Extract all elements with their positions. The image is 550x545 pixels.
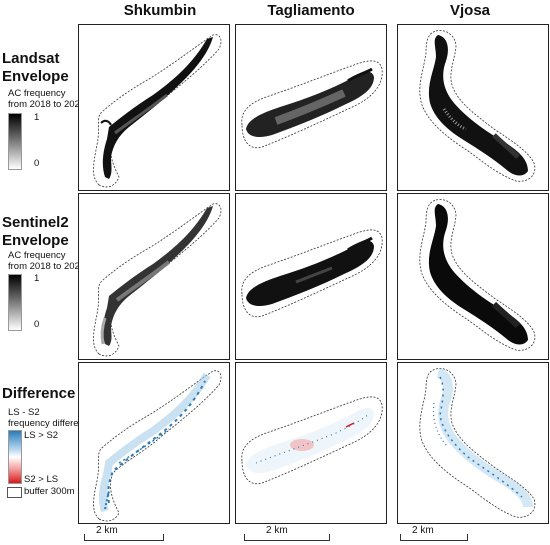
legend-buffer-swatch	[7, 487, 22, 498]
legend-sentinel-caption-line1: AC frequency	[8, 250, 66, 261]
column-title-tagliamento: Tagliamento	[267, 2, 355, 19]
column-title-shkumbin: Shkumbin	[123, 2, 197, 19]
row-title-sentinel-line2: Envelope	[2, 232, 69, 249]
legend-difference-caption: LS - S2 frequency difference	[8, 407, 94, 429]
row-title-difference: Difference	[2, 385, 76, 402]
legend-landsat-caption-line2: from 2018 to 2022	[8, 99, 86, 110]
scalebar-tagliamento	[244, 534, 330, 541]
legend-difference-caption-line1: LS - S2	[8, 407, 40, 418]
scalebar-label-tagliamento: 2 km	[266, 525, 288, 536]
map-landsat-tagliamento	[235, 24, 387, 191]
legend-landsat-colorbar	[8, 113, 22, 170]
map-difference-shkumbin	[78, 362, 230, 524]
scalebar-label-shkumbin: 2 km	[96, 525, 118, 536]
column-title-vjosa: Vjosa	[449, 2, 491, 19]
map-landsat-shkumbin	[78, 24, 230, 191]
map-difference-vjosa	[397, 362, 549, 524]
legend-landsat-caption-line1: AC frequency	[8, 88, 66, 99]
scalebar-vjosa	[400, 534, 468, 541]
legend-difference-caption-line2: frequency difference	[8, 418, 94, 429]
legend-sentinel-tick-max: 1	[34, 273, 40, 284]
map-sentinel-tagliamento	[235, 193, 387, 360]
map-landsat-vjosa	[397, 24, 549, 191]
map-difference-tagliamento	[235, 362, 387, 524]
legend-difference-tick-top: LS > S2	[24, 430, 59, 441]
legend-buffer-label: buffer 300m	[24, 486, 75, 497]
row-title-sentinel: Sentinel2 Envelope	[2, 214, 69, 250]
scalebar-shkumbin	[84, 534, 164, 541]
map-sentinel-vjosa	[397, 193, 549, 360]
legend-landsat-tick-max: 1	[34, 112, 40, 123]
legend-sentinel-tick-min: 0	[34, 319, 40, 330]
legend-difference-tick-bottom: S2 > LS	[24, 474, 59, 485]
scalebar-label-vjosa: 2 km	[412, 525, 434, 536]
legend-landsat-caption: AC frequency from 2018 to 2022	[8, 88, 85, 110]
legend-difference-colorbar	[8, 430, 22, 484]
legend-sentinel-colorbar	[8, 274, 22, 331]
row-title-landsat-line1: Landsat	[2, 50, 60, 67]
legend-landsat-tick-min: 0	[34, 158, 40, 169]
legend-sentinel-caption: AC frequency from 2018 to 2022	[8, 250, 85, 272]
row-title-landsat-line2: Envelope	[2, 68, 69, 85]
map-sentinel-shkumbin	[78, 193, 230, 360]
row-title-landsat: Landsat Envelope	[2, 50, 69, 86]
row-title-sentinel-line1: Sentinel2	[2, 214, 69, 231]
legend-sentinel-caption-line2: from 2018 to 2022	[8, 261, 86, 272]
